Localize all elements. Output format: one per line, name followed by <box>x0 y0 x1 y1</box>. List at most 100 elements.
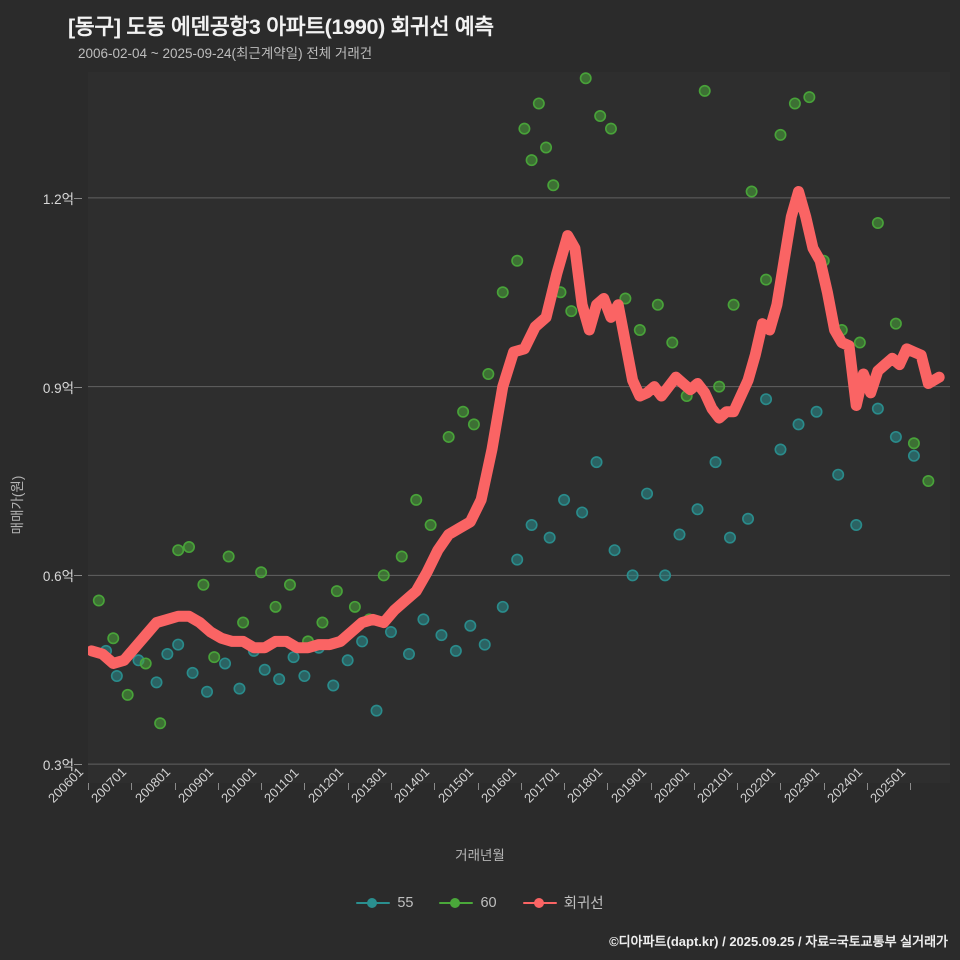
x-tick-mark <box>434 783 436 790</box>
data-point <box>792 418 805 431</box>
data-point <box>449 644 462 657</box>
data-point <box>713 380 726 393</box>
data-point <box>269 600 282 613</box>
data-point <box>110 670 123 683</box>
y-tick-label: 0.9억 <box>42 380 74 396</box>
y-tick-mark <box>74 386 82 388</box>
data-point <box>298 670 311 683</box>
data-point <box>172 544 185 557</box>
plot-background <box>88 72 950 783</box>
data-point <box>511 553 524 566</box>
x-tick-mark <box>564 783 566 790</box>
data-point <box>327 679 340 692</box>
data-point <box>565 305 578 318</box>
x-tick-mark <box>261 783 263 790</box>
data-point <box>424 519 437 532</box>
data-point <box>608 544 621 557</box>
data-point <box>745 185 758 198</box>
data-point <box>482 368 495 381</box>
y-tick-mark <box>74 197 82 199</box>
x-tick-mark <box>607 783 609 790</box>
plot-area <box>88 72 950 783</box>
data-point <box>532 97 545 110</box>
legend-marker-icon <box>522 897 557 909</box>
data-point <box>417 613 430 626</box>
x-tick-mark <box>650 783 652 790</box>
data-point <box>511 254 524 267</box>
data-point <box>871 217 884 230</box>
chart-canvas <box>88 72 950 783</box>
x-axis-title: 거래년월 <box>455 848 505 863</box>
data-point <box>435 629 448 642</box>
legend-item-회귀선[interactable]: 회귀선 <box>522 892 604 913</box>
y-axis-title: 매매가(원) <box>10 475 25 535</box>
legend-dot <box>533 897 544 908</box>
legend-item-60[interactable]: 60 <box>439 895 497 911</box>
data-point <box>496 600 509 613</box>
chart-subtitle: 2006-02-04 ~ 2025-09-24(최근계약일) 전체 거래건 <box>78 46 373 61</box>
data-point <box>496 286 509 299</box>
data-point <box>641 487 654 500</box>
chart-legend: 55 60 회귀선 <box>0 892 960 913</box>
data-point <box>478 638 491 651</box>
data-point <box>810 405 823 418</box>
legend-marker-icon <box>439 897 474 909</box>
data-point <box>698 84 711 97</box>
data-point <box>384 625 397 638</box>
data-point <box>464 619 477 632</box>
x-tick-mark <box>131 783 133 790</box>
data-point <box>186 666 199 679</box>
data-point <box>467 418 480 431</box>
data-point <box>576 506 589 519</box>
data-point <box>258 663 271 676</box>
x-tick-mark <box>780 783 782 790</box>
data-point <box>594 110 607 123</box>
x-tick-mark <box>737 783 739 790</box>
data-point <box>774 128 787 141</box>
data-point <box>457 405 470 418</box>
data-point <box>525 519 538 532</box>
data-point <box>691 503 704 516</box>
data-point <box>348 600 361 613</box>
data-point <box>237 616 250 629</box>
x-tick-mark <box>347 783 349 790</box>
y-tick-label: 0.6억 <box>42 569 74 585</box>
legend-label: 55 <box>397 894 414 911</box>
data-point <box>518 122 531 135</box>
x-tick-mark <box>693 783 695 790</box>
y-axis-labels: 0.3억 0.6억 0.9억 1.2억 <box>0 0 82 960</box>
legend-dot <box>450 897 461 908</box>
data-point <box>922 474 935 487</box>
data-point <box>121 688 134 701</box>
data-point <box>907 437 920 450</box>
data-point <box>803 91 816 104</box>
data-point <box>139 657 152 670</box>
legend-item-55[interactable]: 55 <box>356 895 413 911</box>
data-point <box>182 541 195 554</box>
data-point <box>201 685 214 698</box>
y-tick-label: 1.2억 <box>42 191 74 207</box>
data-point <box>871 402 884 415</box>
x-axis-labels: 200601 200701 200801 200901 201001 201101 2012… <box>0 764 960 853</box>
data-point <box>774 443 787 456</box>
data-point <box>161 648 174 661</box>
data-point <box>540 141 553 154</box>
data-point <box>832 468 845 481</box>
y-tick-mark <box>74 575 82 577</box>
data-point <box>558 493 571 506</box>
data-point <box>760 273 773 286</box>
data-point <box>626 569 639 582</box>
x-tick-mark <box>88 783 89 790</box>
scatter-series-55 <box>100 393 920 717</box>
data-point <box>107 632 120 645</box>
x-tick-mark <box>477 783 479 790</box>
data-point <box>219 657 232 670</box>
data-point <box>579 72 592 85</box>
regression-line <box>88 186 945 669</box>
data-point <box>525 154 538 167</box>
data-point <box>316 616 329 629</box>
data-point <box>633 323 646 336</box>
data-point <box>341 654 354 667</box>
data-point <box>233 682 246 695</box>
